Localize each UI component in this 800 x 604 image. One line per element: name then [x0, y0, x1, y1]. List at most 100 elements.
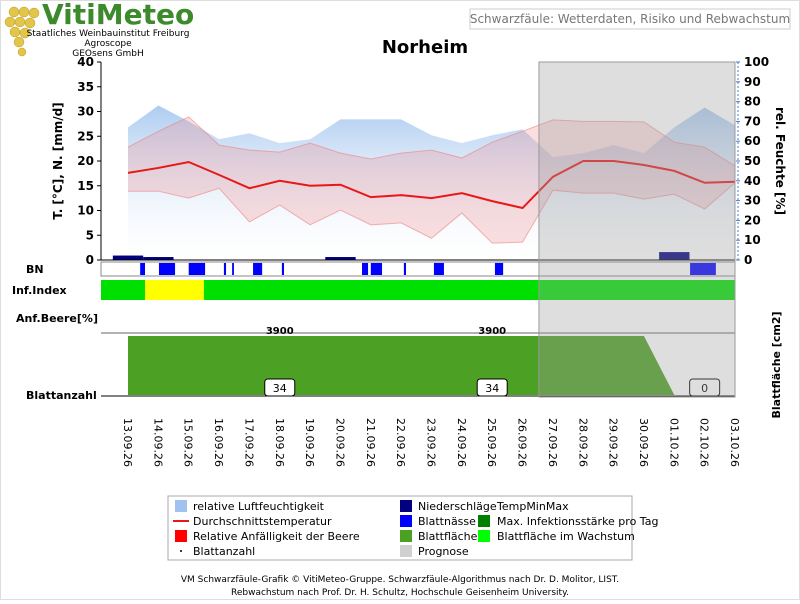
legend-label: Blattfläche	[418, 530, 478, 543]
infection-segment	[145, 280, 204, 300]
leaf-count-box	[264, 378, 296, 397]
x-tick-label: 17.09.26	[242, 418, 255, 467]
institute: Agroscope	[84, 39, 132, 49]
legend-swatch	[180, 550, 182, 552]
legend-swatch	[400, 530, 412, 542]
leaf-wetness	[188, 263, 206, 275]
y2-axis-label: rel. Feuchte [%]	[773, 107, 787, 215]
leaf-wetness	[232, 263, 234, 275]
y2-tick-label: 60	[744, 134, 761, 148]
x-tick-label: 27.09.26	[546, 418, 559, 467]
y2-tick-label: 70	[744, 114, 761, 128]
x-tick-label: 28.09.26	[576, 418, 589, 467]
leaf-wetness	[433, 263, 444, 275]
y2-tick-label: 100	[744, 55, 769, 69]
legend-swatch	[478, 515, 490, 527]
x-tick-label: 13.09.26	[121, 418, 134, 467]
leaf-area-label: Blattfläche [cm2]	[770, 311, 783, 418]
y-tick-label: 0	[86, 253, 94, 267]
infection-segment	[101, 280, 146, 300]
temp-band	[128, 116, 736, 244]
subtitle: Schwarzfäule: Wetterdaten, Risiko und Re…	[470, 12, 790, 26]
x-tick-label: 19.09.26	[303, 418, 316, 467]
humidity-area	[128, 105, 736, 260]
legend-label: Prognose	[418, 545, 469, 558]
leaf-area-value: 3900	[266, 326, 294, 337]
y2-tick-label: 80	[744, 95, 761, 109]
temp-min-line	[128, 182, 736, 244]
legend-swatch	[400, 515, 412, 527]
leaf-wetness	[253, 263, 263, 275]
x-tick-label: 02.10.26	[698, 418, 711, 467]
y-axis-label: T. [°C], N. [mm/d]	[51, 102, 65, 219]
x-tick-label: 30.09.26	[637, 418, 650, 467]
footer: Rebwachstum nach Prof. Dr. H. Schultz, H…	[231, 588, 569, 598]
x-tick-label: 18.09.26	[273, 418, 286, 467]
legend-label: Max. Infektionsstärke pro Tag	[497, 515, 658, 528]
y2-tick-label: 90	[744, 75, 761, 89]
leaf-count: 34	[273, 382, 287, 395]
temp-max-line	[127, 116, 736, 167]
x-tick-label: 29.09.26	[607, 418, 620, 467]
leaf-wetness	[140, 263, 146, 275]
legend-label: relative Luftfeuchtigkeit	[193, 500, 325, 513]
legend-label: Relative Anfälligkeit der Beere	[193, 530, 360, 543]
x-tick-label: 03.10.26	[728, 418, 741, 467]
leaf-wetness	[403, 263, 407, 275]
y-tick-label: 15	[77, 179, 94, 193]
rain-bar	[659, 252, 690, 260]
legend-label: Durchschnittstemperatur	[193, 515, 332, 528]
y2-tick-label: 40	[744, 174, 761, 188]
x-tick-label: 15.09.26	[182, 418, 195, 467]
leaf-wetness	[281, 263, 285, 275]
leaf-wetness	[690, 263, 716, 275]
row-label: BN	[26, 263, 44, 276]
y2-tick-label: 30	[744, 194, 761, 208]
legend-swatch	[175, 500, 187, 512]
leaf-wetness	[362, 263, 369, 275]
x-tick-label: 23.09.26	[425, 418, 438, 467]
legend-swatch	[478, 530, 490, 542]
leaf-area-value: 3900	[478, 326, 506, 337]
institute: GEOsens GmbH	[72, 49, 143, 59]
institute: Staatliches Weinbauinstitut Freiburg	[27, 29, 190, 39]
y2-tick-label: 0	[744, 253, 752, 267]
leaf-wetness	[494, 263, 504, 275]
leaf-count: 34	[485, 382, 499, 395]
y-tick-label: 5	[86, 228, 94, 242]
leaf-wetness	[370, 263, 383, 275]
row-label: Anf.Beere[%]	[16, 312, 98, 325]
x-tick-label: 14.09.26	[151, 418, 164, 467]
logo-grapes	[4, 6, 40, 57]
x-tick-label: 01.10.26	[667, 418, 680, 467]
legend-swatch	[400, 500, 412, 512]
row-label: Blattanzahl	[26, 389, 97, 402]
logo: VitiMeteo	[42, 0, 194, 31]
rain-bar	[143, 257, 174, 260]
y2-tick-label: 20	[744, 213, 761, 227]
x-tick-label: 22.09.26	[394, 418, 407, 467]
forecast-overlay	[538, 61, 736, 398]
legend-label: Blattfläche im Wachstum	[497, 530, 635, 543]
y2-tick-label: 10	[744, 233, 761, 247]
x-tick-label: 25.09.26	[485, 418, 498, 467]
rain-bar	[112, 255, 144, 260]
y-tick-label: 40	[77, 55, 94, 69]
x-tick-label: 24.09.26	[455, 418, 468, 467]
infection-segment	[203, 280, 735, 300]
temp-avg-line	[127, 160, 736, 210]
y-tick-label: 10	[77, 204, 94, 218]
y-tick-label: 25	[77, 129, 94, 143]
y-tick-label: 35	[77, 80, 94, 94]
footer: VM Schwarzfäule-Grafik © VitiMeteo-Grupp…	[181, 575, 619, 585]
legend-label: Blattnässe	[418, 515, 476, 528]
legend-swatch	[400, 545, 412, 557]
leaf-wetness	[223, 263, 227, 275]
leaf-count-box	[689, 378, 721, 397]
leaf-count-box	[476, 378, 508, 397]
x-tick-label: 21.09.26	[364, 418, 377, 467]
y-tick-label: 30	[77, 105, 94, 119]
legend-label: Blattanzahl	[193, 545, 255, 558]
y-tick-label: 20	[77, 154, 94, 168]
leaf-wetness	[158, 263, 176, 275]
